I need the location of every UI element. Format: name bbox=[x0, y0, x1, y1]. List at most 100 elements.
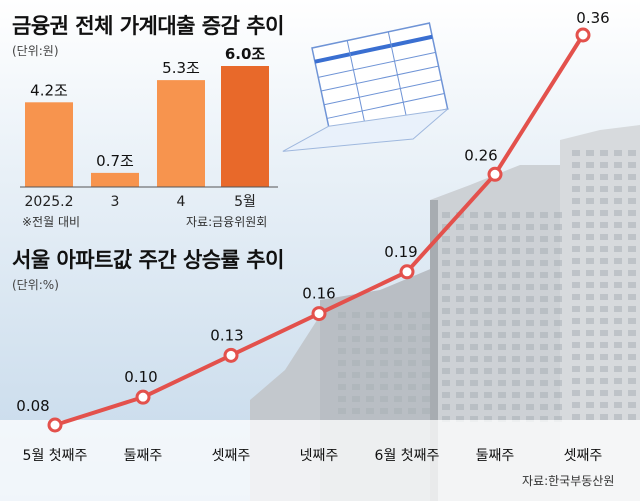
line-point bbox=[47, 417, 63, 433]
building-window bbox=[628, 234, 636, 240]
line-value-label: 0.08 bbox=[16, 397, 49, 415]
building-window bbox=[586, 342, 594, 348]
bar bbox=[221, 66, 269, 187]
building-window bbox=[456, 368, 464, 374]
building-window bbox=[498, 248, 506, 254]
building-window bbox=[352, 348, 360, 354]
building-window bbox=[352, 324, 360, 330]
building-window bbox=[408, 372, 416, 378]
building-window bbox=[470, 248, 478, 254]
building-window bbox=[422, 324, 430, 330]
building-window bbox=[586, 378, 594, 384]
bar-value-label: 6.0조 bbox=[225, 45, 266, 63]
building-window bbox=[338, 408, 346, 414]
building-window bbox=[408, 312, 416, 318]
bar-chart-source: 자료:금융위원회 bbox=[186, 215, 268, 229]
building-window bbox=[456, 284, 464, 290]
building-window bbox=[526, 416, 534, 422]
building-window bbox=[512, 260, 520, 266]
bar-value-label: 0.7조 bbox=[96, 152, 134, 170]
building-window bbox=[484, 308, 492, 314]
bar-value-label: 4.2조 bbox=[30, 81, 68, 99]
building-window bbox=[380, 324, 388, 330]
building-window bbox=[614, 162, 622, 168]
building-window bbox=[394, 312, 402, 318]
building-window bbox=[600, 270, 608, 276]
building-window bbox=[338, 324, 346, 330]
building-window bbox=[366, 348, 374, 354]
building-window bbox=[628, 390, 636, 396]
building-window bbox=[470, 224, 478, 230]
building-window bbox=[498, 308, 506, 314]
bar-category-label: 5월 bbox=[234, 194, 256, 210]
building-window bbox=[456, 272, 464, 278]
building-window bbox=[442, 392, 450, 398]
building-window bbox=[498, 416, 506, 422]
building-window bbox=[614, 198, 622, 204]
building-window bbox=[526, 236, 534, 242]
building-window bbox=[614, 378, 622, 384]
building-window bbox=[600, 258, 608, 264]
building-window bbox=[586, 330, 594, 336]
building-window bbox=[338, 384, 346, 390]
building-window bbox=[586, 150, 594, 156]
building-window bbox=[586, 390, 594, 396]
line-chart-source: 자료:한국부동산원 bbox=[522, 474, 615, 488]
building-window bbox=[352, 372, 360, 378]
building-window bbox=[628, 354, 636, 360]
building-window bbox=[422, 408, 430, 414]
building-window bbox=[456, 296, 464, 302]
building-window bbox=[614, 354, 622, 360]
building-window bbox=[572, 150, 580, 156]
building-window bbox=[442, 236, 450, 242]
building-window bbox=[628, 162, 636, 168]
building-window bbox=[498, 272, 506, 278]
building-window bbox=[526, 308, 534, 314]
building-window bbox=[484, 392, 492, 398]
building-window bbox=[600, 342, 608, 348]
building-window bbox=[628, 258, 636, 264]
building-window bbox=[572, 258, 580, 264]
building-window bbox=[470, 332, 478, 338]
building-window bbox=[442, 332, 450, 338]
building-window bbox=[600, 390, 608, 396]
building-window bbox=[366, 384, 374, 390]
building-window bbox=[540, 404, 548, 410]
document-icon bbox=[282, 22, 450, 152]
building-window bbox=[586, 186, 594, 192]
building-window bbox=[456, 356, 464, 362]
line-category-label: 셋째주 bbox=[564, 448, 603, 464]
building-window bbox=[380, 396, 388, 402]
building-window bbox=[540, 380, 548, 386]
building-window bbox=[600, 210, 608, 216]
building-window bbox=[586, 402, 594, 408]
building-window bbox=[512, 344, 520, 350]
building-window bbox=[526, 296, 534, 302]
building-window bbox=[628, 330, 636, 336]
line-value-label: 0.16 bbox=[302, 285, 335, 303]
building-window bbox=[600, 198, 608, 204]
building-window bbox=[408, 384, 416, 390]
building-window bbox=[456, 380, 464, 386]
building-window bbox=[366, 408, 374, 414]
building-window bbox=[526, 320, 534, 326]
building-window bbox=[484, 272, 492, 278]
building-window bbox=[512, 380, 520, 386]
building-window bbox=[442, 356, 450, 362]
building-window bbox=[600, 306, 608, 312]
bar bbox=[25, 102, 73, 187]
building-window bbox=[380, 348, 388, 354]
building-window bbox=[586, 258, 594, 264]
building-window bbox=[512, 332, 520, 338]
building-window bbox=[554, 344, 562, 350]
building-window bbox=[408, 324, 416, 330]
building-window bbox=[380, 372, 388, 378]
building-window bbox=[338, 348, 346, 354]
building-window bbox=[572, 414, 580, 420]
building-window bbox=[470, 320, 478, 326]
building-window bbox=[512, 416, 520, 422]
building-window bbox=[572, 246, 580, 252]
building-window bbox=[586, 234, 594, 240]
building-window bbox=[512, 296, 520, 302]
building-window bbox=[484, 236, 492, 242]
